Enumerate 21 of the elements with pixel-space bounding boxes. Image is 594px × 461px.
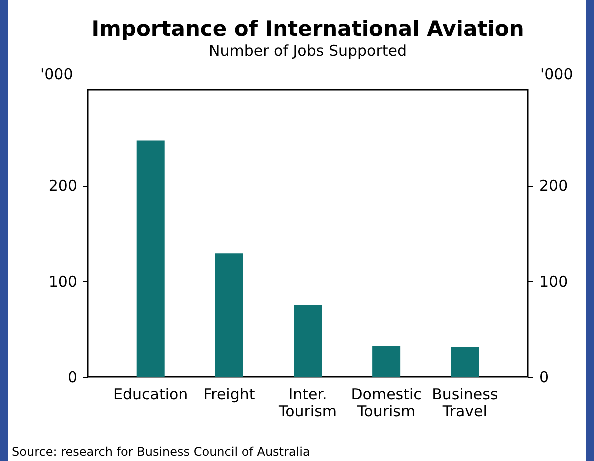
- y2-tick-label: 100: [540, 272, 568, 291]
- x-tick-label: Freight: [204, 386, 256, 404]
- x-tick-label: Inter. Tourism: [278, 386, 338, 420]
- y-tick-label: 200: [48, 177, 78, 196]
- bar: [451, 347, 480, 377]
- chart-title: Importance of International Aviation: [92, 17, 524, 41]
- source-note: Source: research for Business Council of Australia: [12, 445, 310, 459]
- x-tick-label: Domestic Tourism: [351, 386, 422, 420]
- bar: [136, 140, 165, 377]
- y-axis-title: '000: [40, 66, 74, 84]
- x-tick-label: Business Travel: [432, 386, 498, 420]
- y2-tick-label: 200: [540, 177, 568, 196]
- chart-subtitle: Number of Jobs Supported: [208, 42, 408, 60]
- bar: [372, 346, 401, 377]
- bar: [294, 305, 322, 377]
- y-tick-label: 100: [48, 272, 78, 291]
- bar: [215, 254, 244, 377]
- x-tick-label: Education: [114, 386, 188, 404]
- y2-axis-title: '000: [540, 66, 574, 84]
- y-tick-label: 0: [68, 368, 78, 386]
- y2-tick-label: 0: [540, 368, 550, 386]
